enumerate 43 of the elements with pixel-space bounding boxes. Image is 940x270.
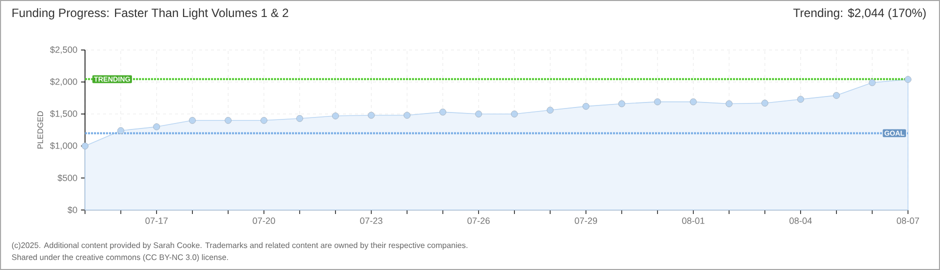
point xyxy=(726,100,732,108)
chart-subtitle: Trending: $2,044 (170%) xyxy=(793,8,926,20)
x-tick-label: 08-01 xyxy=(682,218,704,224)
point xyxy=(618,100,626,108)
x-tick-label: 07-17 xyxy=(145,218,168,224)
x-tick-label: 07-20 xyxy=(252,218,276,224)
point xyxy=(153,123,160,130)
text: Shared under the creative commons (CC BY-NC 3.0) license. xyxy=(12,254,228,262)
y-tick-label: $500 xyxy=(58,174,78,182)
y-tick-label: $2,500 xyxy=(50,46,78,54)
point xyxy=(582,102,590,110)
chart-title: Funding Progress: Faster Than Light Volumes 1 & 2 xyxy=(12,8,288,20)
y-tick-label: $1,000 xyxy=(50,142,78,150)
point xyxy=(546,106,554,114)
point xyxy=(904,76,912,83)
point xyxy=(224,116,232,124)
y-tick-label: $0 xyxy=(68,206,78,214)
point xyxy=(868,79,876,86)
point xyxy=(654,98,661,106)
y-tick-label: $1,500 xyxy=(50,110,78,118)
x-tick-label: 07-23 xyxy=(360,218,382,224)
point xyxy=(510,110,518,118)
point xyxy=(296,115,304,122)
point xyxy=(332,112,339,120)
y-axis-title: PLEDGED xyxy=(37,111,44,148)
x-tick-label: 08-07 xyxy=(896,218,920,224)
x-tick-label: 07-29 xyxy=(574,218,598,224)
point xyxy=(117,127,124,134)
point xyxy=(82,142,88,150)
point xyxy=(439,108,446,116)
x-tick-label: 08-04 xyxy=(789,218,812,224)
point xyxy=(833,92,840,99)
point xyxy=(368,112,375,119)
point xyxy=(260,116,268,124)
point xyxy=(797,96,804,103)
point xyxy=(188,116,196,124)
text: (c)2025. Additional content provided by Sarah Cooke. Trademarks and related content are owned by their respective companies. xyxy=(12,242,468,250)
point xyxy=(475,110,482,118)
point xyxy=(690,98,697,106)
x-tick-label: 07-26 xyxy=(467,218,490,224)
y-tick-label: $2,000 xyxy=(50,78,78,86)
point xyxy=(404,112,410,119)
point xyxy=(761,100,768,107)
